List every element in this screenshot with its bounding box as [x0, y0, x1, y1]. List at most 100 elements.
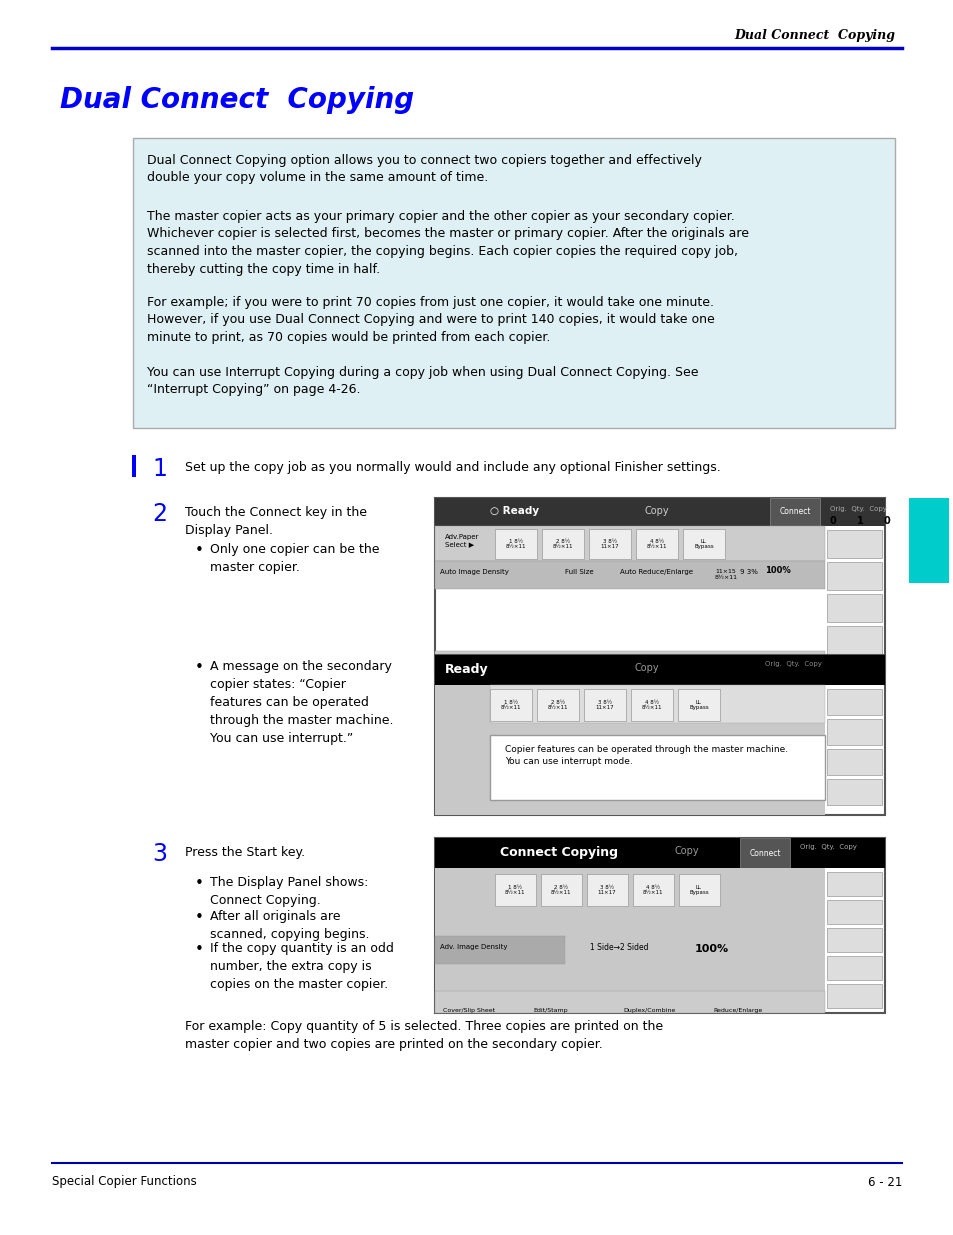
- Text: Connect: Connect: [748, 848, 780, 857]
- Bar: [495, 874, 536, 906]
- Text: For example: Copy quantity of 5 is selected. Three copies are printed on the
mas: For example: Copy quantity of 5 is selec…: [185, 1020, 662, 1051]
- Text: For example; if you were to print 70 copies from just one copier, it would take : For example; if you were to print 70 cop…: [147, 296, 714, 345]
- Text: Dual Connect  Copying: Dual Connect Copying: [733, 28, 894, 42]
- Text: 6 - 21: 6 - 21: [866, 1176, 901, 1188]
- Text: 2 8½
8½×11: 2 8½ 8½×11: [547, 699, 568, 710]
- Bar: [826, 872, 882, 897]
- Text: Connect: Connect: [779, 508, 810, 516]
- Text: •: •: [194, 942, 204, 957]
- Text: LL
Bypass: LL Bypass: [694, 538, 713, 550]
- Text: Copy: Copy: [635, 663, 659, 673]
- Bar: [588, 529, 630, 559]
- Text: •: •: [194, 543, 204, 558]
- Text: Adv.Paper
Select ▶: Adv.Paper Select ▶: [444, 534, 478, 547]
- Bar: [435, 685, 824, 815]
- Text: Copy: Copy: [675, 846, 699, 856]
- Bar: [636, 529, 678, 559]
- Text: Reduce/Enlarge: Reduce/Enlarge: [712, 1008, 761, 1013]
- Text: 2 8½
8½×11: 2 8½ 8½×11: [552, 538, 573, 550]
- Bar: [682, 529, 724, 559]
- Text: 2 8½
8½×11: 2 8½ 8½×11: [550, 884, 571, 895]
- Bar: [826, 927, 882, 952]
- Bar: [435, 561, 824, 589]
- Text: Edit/Stamp: Edit/Stamp: [535, 656, 569, 661]
- Text: Auto Image Density: Auto Image Density: [439, 569, 508, 576]
- Bar: [826, 956, 882, 981]
- Text: 3 8½
11×17: 3 8½ 11×17: [600, 538, 618, 550]
- Text: The master copier acts as your primary copier and the other copier as your secon: The master copier acts as your primary c…: [147, 210, 748, 275]
- Bar: [826, 779, 882, 805]
- Bar: [908, 498, 948, 583]
- Text: 1 8½
8½×11: 1 8½ 8½×11: [500, 699, 520, 710]
- Bar: [630, 689, 672, 721]
- Text: 0      1      0: 0 1 0: [829, 516, 890, 526]
- Text: Orig.  Qty.  Copy: Orig. Qty. Copy: [764, 661, 821, 667]
- Text: Press the Start key.: Press the Start key.: [185, 846, 305, 860]
- Bar: [826, 984, 882, 1008]
- Bar: [826, 530, 882, 558]
- Bar: [435, 990, 824, 1013]
- Text: Cover/Slip Sheet: Cover/Slip Sheet: [442, 1008, 495, 1013]
- Text: 3: 3: [152, 842, 167, 866]
- Text: Duplex/Combine: Duplex/Combine: [622, 1008, 675, 1013]
- Bar: [435, 655, 884, 815]
- Text: Copy: Copy: [644, 506, 669, 516]
- Bar: [583, 689, 625, 721]
- Bar: [495, 529, 537, 559]
- Bar: [490, 735, 824, 800]
- Text: •: •: [194, 876, 204, 890]
- Text: LL
Bypass: LL Bypass: [688, 699, 708, 710]
- Text: You can use Interrupt Copying during a copy job when using Dual Connect Copying.: You can use Interrupt Copying during a c…: [147, 366, 698, 396]
- Text: LL
Bypass: LL Bypass: [688, 884, 708, 895]
- Text: Covert/Slip Sheet: Covert/Slip Sheet: [444, 656, 499, 661]
- Text: 2: 2: [152, 501, 167, 526]
- Text: Special Copier Functions: Special Copier Functions: [52, 1176, 196, 1188]
- Bar: [633, 874, 673, 906]
- Bar: [740, 839, 789, 868]
- Text: Connect Copying: Connect Copying: [499, 846, 618, 860]
- Text: •: •: [194, 910, 204, 925]
- Text: Edit/Stamp: Edit/Stamp: [533, 1008, 567, 1013]
- Bar: [769, 498, 820, 526]
- Text: 3 8½
11×17: 3 8½ 11×17: [595, 699, 614, 710]
- Text: 4 8½
8½×11: 4 8½ 8½×11: [646, 538, 666, 550]
- Bar: [435, 936, 564, 965]
- Bar: [826, 626, 882, 655]
- Text: 5     10     0: 5 10 0: [794, 855, 855, 864]
- Bar: [537, 689, 578, 721]
- Text: Full Size: Full Size: [564, 569, 593, 576]
- Text: The Display Panel shows:
Connect Copying.: The Display Panel shows: Connect Copying…: [210, 876, 368, 906]
- Text: Auto Reduce/Enlarge: Auto Reduce/Enlarge: [619, 569, 692, 576]
- Text: •: •: [194, 659, 204, 676]
- Bar: [826, 594, 882, 622]
- Bar: [541, 529, 583, 559]
- Text: Copier features can be operated through the master machine.
You can use interrup: Copier features can be operated through …: [504, 745, 787, 767]
- Text: 4 8½
8½×11: 4 8½ 8½×11: [642, 884, 662, 895]
- Bar: [435, 655, 884, 685]
- Text: Dual Connect Copying option allows you to connect two copiers together and effec: Dual Connect Copying option allows you t…: [147, 154, 701, 184]
- Bar: [132, 454, 136, 477]
- Text: 100%: 100%: [695, 944, 728, 953]
- Text: Set up the copy job as you normally would and include any optional Finisher sett: Set up the copy job as you normally woul…: [185, 461, 720, 474]
- Bar: [490, 689, 532, 721]
- Bar: [826, 748, 882, 776]
- Text: 1: 1: [152, 457, 167, 480]
- Bar: [435, 498, 884, 526]
- Text: If the copy quantity is an odd
number, the extra copy is
copies on the master co: If the copy quantity is an odd number, t…: [210, 942, 394, 990]
- Text: 1 Side→2 Sided: 1 Side→2 Sided: [589, 944, 648, 952]
- Text: Dual Connect  Copying: Dual Connect Copying: [60, 86, 414, 114]
- Text: 100%: 100%: [764, 566, 790, 576]
- Text: Only one copier can be the
master copier.: Only one copier can be the master copier…: [210, 543, 379, 574]
- Bar: [826, 562, 882, 590]
- Text: 11×15
8½×11: 11×15 8½×11: [714, 569, 738, 579]
- Bar: [132, 138, 894, 429]
- Text: Duplex/Combine: Duplex/Combine: [624, 656, 677, 661]
- Text: Orig.  Qty.  Copy: Orig. Qty. Copy: [800, 844, 856, 850]
- Bar: [435, 498, 884, 673]
- Text: Adv. Image Density: Adv. Image Density: [439, 944, 507, 950]
- Bar: [678, 689, 720, 721]
- Text: 4 8½
8½×11: 4 8½ 8½×11: [641, 699, 661, 710]
- Text: ○ Ready: ○ Ready: [490, 506, 538, 516]
- Bar: [435, 651, 824, 673]
- Bar: [679, 874, 720, 906]
